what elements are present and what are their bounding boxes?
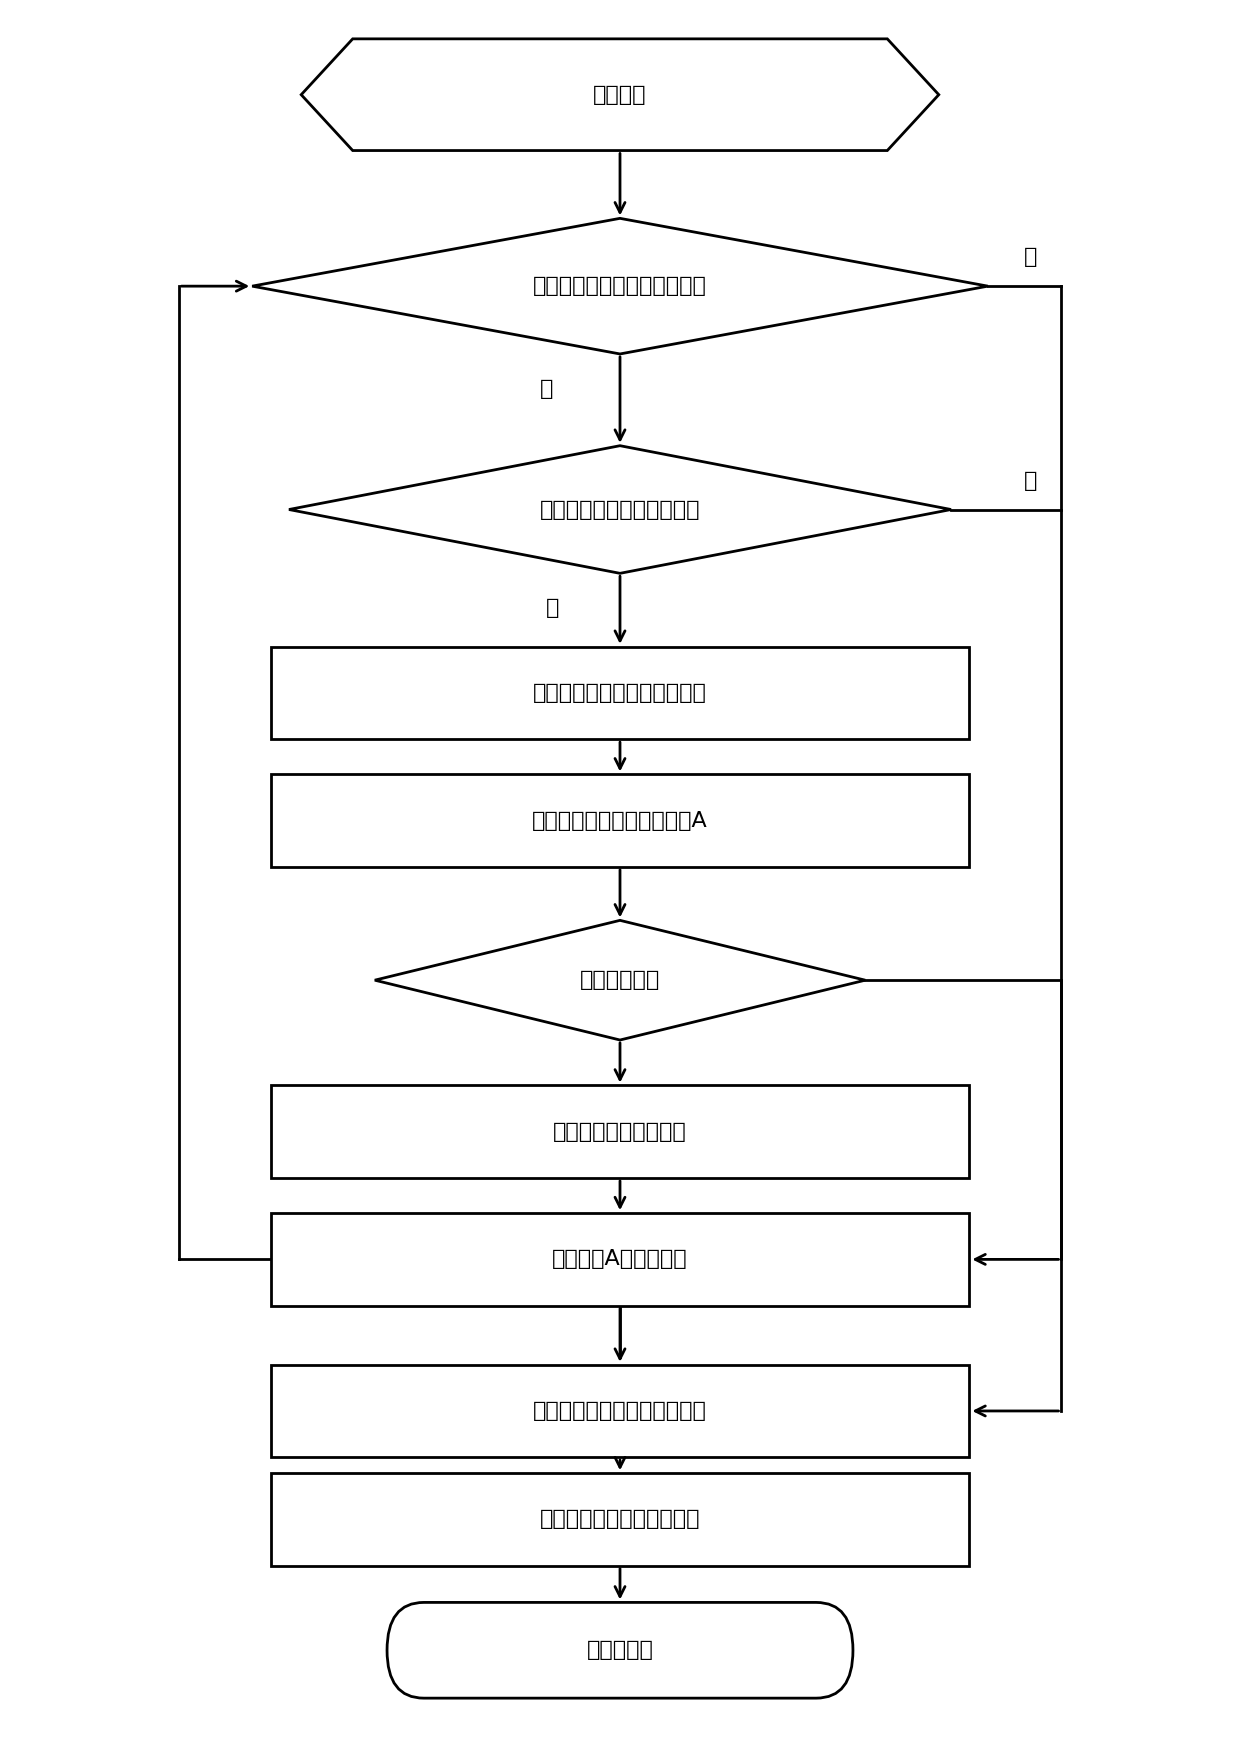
Text: 决策树形成: 决策树形成 — [587, 1640, 653, 1661]
Polygon shape — [252, 219, 988, 354]
FancyBboxPatch shape — [270, 775, 970, 867]
FancyBboxPatch shape — [270, 1365, 970, 1457]
FancyBboxPatch shape — [270, 1212, 970, 1306]
Text: 找到信息增益率最大的属性A: 找到信息增益率最大的属性A — [532, 811, 708, 830]
Text: 否: 否 — [539, 379, 553, 400]
Text: 作为叶节点并命名为相应类别: 作为叶节点并命名为相应类别 — [533, 1402, 707, 1421]
Text: 样本为空或样本数少于设定值: 样本为空或样本数少于设定值 — [533, 276, 707, 295]
Polygon shape — [289, 446, 951, 573]
Text: 是: 是 — [1024, 471, 1038, 492]
Text: 找到该属性的分割阈值: 找到该属性的分割阈值 — [553, 1122, 687, 1141]
FancyBboxPatch shape — [270, 646, 970, 740]
Polygon shape — [301, 38, 939, 151]
Text: 计算各个属性下的信息增益率: 计算各个属性下的信息增益率 — [533, 683, 707, 703]
Text: 训练样本: 训练样本 — [593, 85, 647, 104]
Text: 是: 是 — [1024, 247, 1038, 267]
Text: 根据属性A长出新节点: 根据属性A长出新节点 — [552, 1249, 688, 1270]
Text: 计算估计错分率并进行剪枝: 计算估计错分率并进行剪枝 — [539, 1509, 701, 1530]
Text: 否: 否 — [546, 599, 559, 618]
Polygon shape — [374, 921, 866, 1040]
Text: 是否为连续量: 是否为连续量 — [580, 971, 660, 990]
Text: 节点中的样本只有一个类别: 节点中的样本只有一个类别 — [539, 500, 701, 519]
FancyBboxPatch shape — [387, 1603, 853, 1699]
FancyBboxPatch shape — [270, 1473, 970, 1565]
FancyBboxPatch shape — [270, 1086, 970, 1178]
